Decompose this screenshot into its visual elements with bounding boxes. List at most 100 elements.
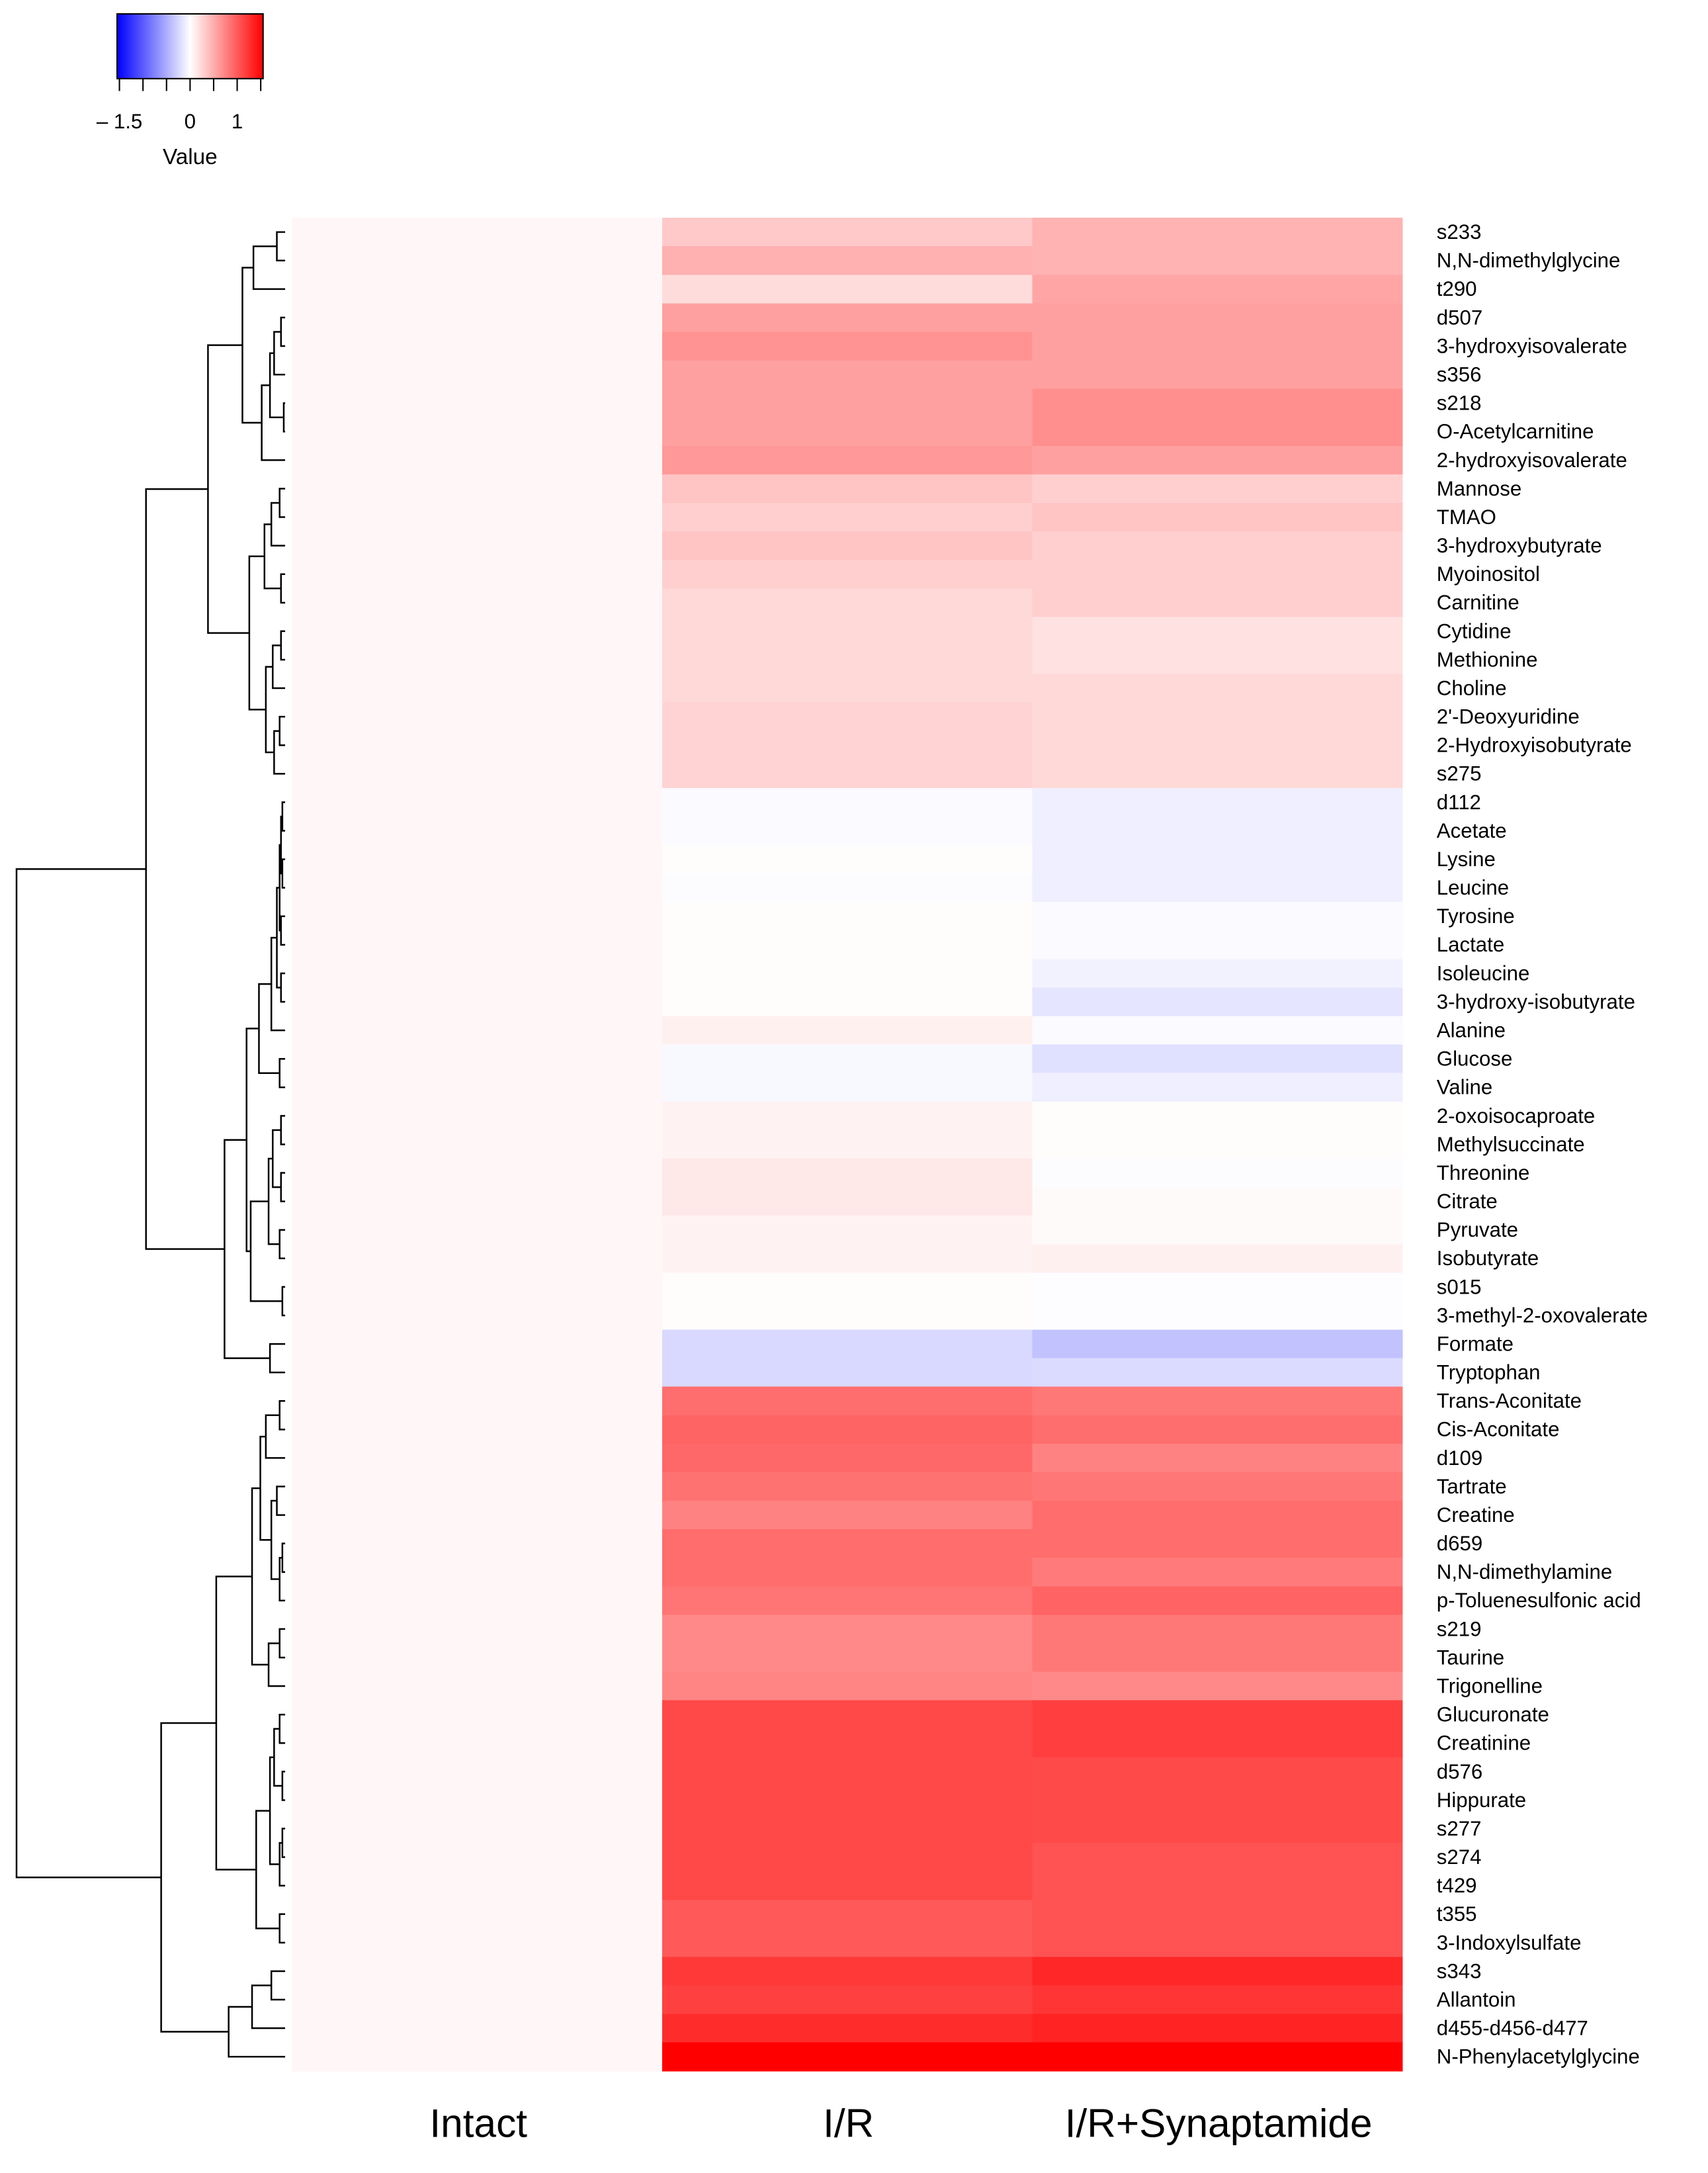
- heatmap-cell: [662, 275, 1033, 304]
- heatmap-cell: [292, 1928, 663, 1958]
- heatmap-cell: [662, 759, 1033, 789]
- heatmap-cell: [662, 531, 1033, 560]
- dendrogram-branch: [278, 1229, 286, 1260]
- heatmap-cell: [662, 1159, 1033, 1188]
- row-label: s356: [1437, 363, 1482, 386]
- heatmap-cell: [1032, 759, 1403, 789]
- row-label: TMAO: [1437, 506, 1496, 529]
- color-key-bar: [116, 13, 264, 79]
- color-key: – 1.5 0 1 Value: [97, 13, 264, 169]
- heatmap-cell: [292, 987, 663, 1017]
- dendrogram-branch: [281, 1542, 286, 1573]
- row-label: Citrate: [1437, 1190, 1498, 1213]
- column-label: I/R+Synaptamide: [1065, 2101, 1373, 2146]
- heatmap-cell: [292, 445, 663, 475]
- heatmap-cell: [292, 388, 663, 418]
- heatmap-cell: [662, 1501, 1033, 1530]
- row-label: d507: [1437, 306, 1482, 329]
- column-label: I/R: [823, 2101, 874, 2146]
- row-label: Mannose: [1437, 477, 1521, 500]
- row-label: d659: [1437, 1532, 1482, 1555]
- row-label: s219: [1437, 1617, 1482, 1640]
- heatmap-cell: [662, 246, 1033, 275]
- heatmap-cell: [662, 1329, 1033, 1359]
- row-label: Glucose: [1437, 1047, 1513, 1071]
- heatmap-cell: [662, 1529, 1033, 1558]
- row-label: Isoleucine: [1437, 961, 1530, 985]
- heatmap-cell: [292, 1586, 663, 1616]
- heatmap-cell: [292, 930, 663, 960]
- heatmap-cell: [662, 1700, 1033, 1730]
- heatmap-cell: [1032, 332, 1403, 361]
- row-label: d455-d456-d477: [1437, 2017, 1588, 2040]
- heatmap-cell: [1032, 1044, 1403, 1074]
- row-label: Pyruvate: [1437, 1218, 1518, 1241]
- row-label: 2-Hydroxyisobutyrate: [1437, 734, 1632, 757]
- heatmap-cell: [1032, 902, 1403, 931]
- dendrogram-branch: [278, 1913, 286, 1944]
- row-label: N,N-dimethylamine: [1437, 1560, 1612, 1583]
- heatmap-cell: [662, 1928, 1033, 1958]
- heatmap-cell: [292, 1529, 663, 1558]
- heatmap-cell: [662, 1728, 1033, 1758]
- heatmap-cell: [1032, 1386, 1403, 1416]
- row-label: Tartrate: [1437, 1475, 1507, 1498]
- heatmap-cell: [292, 332, 663, 361]
- row-label: Hippurate: [1437, 1789, 1526, 1812]
- color-key-tick-label: – 1.5: [97, 110, 142, 133]
- dendrogram-branch: [15, 868, 161, 1879]
- heatmap-cell: [1032, 1900, 1403, 1929]
- row-dendrogram: [15, 231, 286, 2058]
- heatmap-cell: [1032, 674, 1403, 703]
- heatmap-cell: [662, 474, 1033, 504]
- heatmap-cells: [292, 218, 1403, 2072]
- heatmap-cell: [292, 1615, 663, 1644]
- row-label: Methylsuccinate: [1437, 1133, 1585, 1156]
- heatmap-cell: [1032, 873, 1403, 903]
- heatmap-cell: [292, 1443, 663, 1473]
- heatmap-cell: [292, 702, 663, 732]
- heatmap-cell: [1032, 617, 1403, 646]
- heatmap-cell: [292, 1044, 663, 1074]
- heatmap-cell: [292, 1700, 663, 1730]
- heatmap-cell: [292, 1101, 663, 1131]
- heatmap-cell: [292, 1728, 663, 1758]
- heatmap-cell: [1032, 1757, 1403, 1787]
- row-labels: s233 N,N-dimethylglycine t290 d507 3-hydroxy…: [1437, 220, 1648, 2068]
- heatmap-cell: [662, 1272, 1033, 1302]
- row-label: d576: [1437, 1760, 1482, 1783]
- heatmap-cell: [662, 1016, 1033, 1045]
- dendrogram-branch: [278, 1628, 286, 1659]
- heatmap-cell: [292, 1843, 663, 1872]
- heatmap-cell: [1032, 246, 1403, 275]
- dendrogram-branch: [273, 1728, 282, 1787]
- heatmap-cell: [292, 531, 663, 560]
- heatmap-cell: [1032, 1814, 1403, 1843]
- heatmap-cell: [662, 787, 1033, 817]
- heatmap-cell: [1032, 987, 1403, 1017]
- heatmap-cell: [292, 1016, 663, 1045]
- heatmap-cell: [292, 759, 663, 789]
- heatmap-cell: [1032, 1700, 1403, 1730]
- dendrogram-branch: [263, 523, 281, 590]
- color-key-title: Value: [163, 145, 218, 169]
- heatmap-cell: [1032, 1671, 1403, 1701]
- heatmap-cell: [292, 959, 663, 989]
- heatmap-cell: [292, 845, 663, 874]
- dendrogram-branch: [249, 1200, 282, 1302]
- heatmap-cell: [662, 1130, 1033, 1159]
- dendrogram-branch: [280, 915, 286, 946]
- heatmap-cell: [1032, 360, 1403, 390]
- heatmap-cell: [1032, 1615, 1403, 1644]
- color-key-tick-label: 1: [232, 110, 243, 133]
- heatmap-cell: [662, 645, 1033, 675]
- heatmap-cell: [662, 1871, 1033, 1900]
- row-label: Choline: [1437, 676, 1507, 699]
- heatmap-cell: [1032, 1415, 1403, 1444]
- heatmap-cell: [662, 1558, 1033, 1587]
- heatmap-cell: [1032, 445, 1403, 475]
- heatmap-cell: [662, 332, 1033, 361]
- heatmap-cell: [1032, 1529, 1403, 1558]
- row-label: Allantoin: [1437, 1988, 1516, 2011]
